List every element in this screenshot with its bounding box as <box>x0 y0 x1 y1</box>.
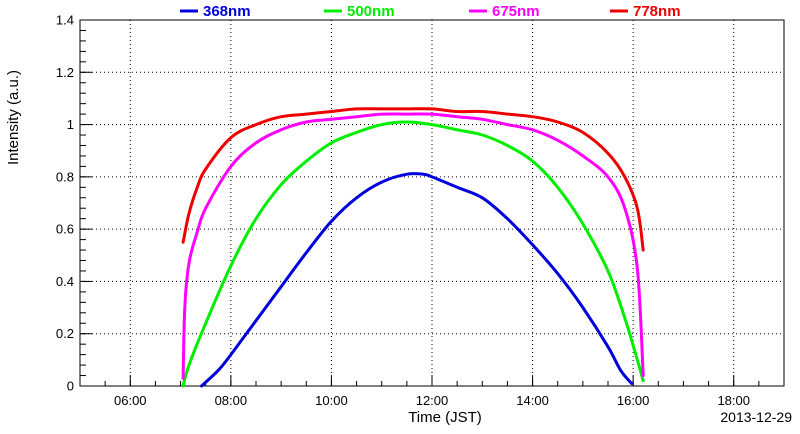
x-tick-labels: 06:00 08:00 10:00 12:00 14:00 16:00 18:00 <box>114 393 750 408</box>
series-line-500nm <box>181 120 645 388</box>
y-tick-label: 0.4 <box>56 274 74 289</box>
x-tick-label: 16:00 <box>617 393 650 408</box>
x-tick-label: 10:00 <box>315 393 348 408</box>
y-tick-label: 1 <box>67 117 74 132</box>
y-tick-labels: 0 0.2 0.4 0.6 0.8 1 1.2 1.4 <box>56 13 74 394</box>
date-label: 2013-12-29 <box>720 409 792 425</box>
series-lines <box>181 107 645 388</box>
legend: 368nm 500nm 675nm 778nm <box>180 3 681 20</box>
y-tick-label: 0.2 <box>56 326 74 341</box>
series-line-368nm <box>200 172 633 388</box>
axis-ticks <box>79 19 785 387</box>
x-tick-label: 12:00 <box>416 393 449 408</box>
y-axis-title: Intensity (a.u.) <box>5 70 22 165</box>
series-line-778nm <box>181 107 645 252</box>
x-tick-label: 18:00 <box>717 393 750 408</box>
x-axis-title: Time (JST) <box>408 409 482 426</box>
y-tick-label: 0.6 <box>56 222 74 237</box>
series-line-675nm <box>181 112 645 380</box>
y-tick-label: 1.2 <box>56 65 74 80</box>
legend-label: 675nm <box>492 3 540 20</box>
plot-frame <box>79 19 785 387</box>
legend-label: 368nm <box>203 3 251 20</box>
x-tick-label: 14:00 <box>516 393 549 408</box>
y-tick-label: 1.4 <box>56 13 74 28</box>
x-tick-label: 06:00 <box>114 393 147 408</box>
y-tick-label: 0 <box>67 379 74 394</box>
legend-label: 778nm <box>633 3 681 20</box>
y-tick-label: 0.8 <box>56 169 74 184</box>
legend-label: 500nm <box>347 3 395 20</box>
grid <box>80 20 784 386</box>
x-tick-label: 08:00 <box>215 393 248 408</box>
